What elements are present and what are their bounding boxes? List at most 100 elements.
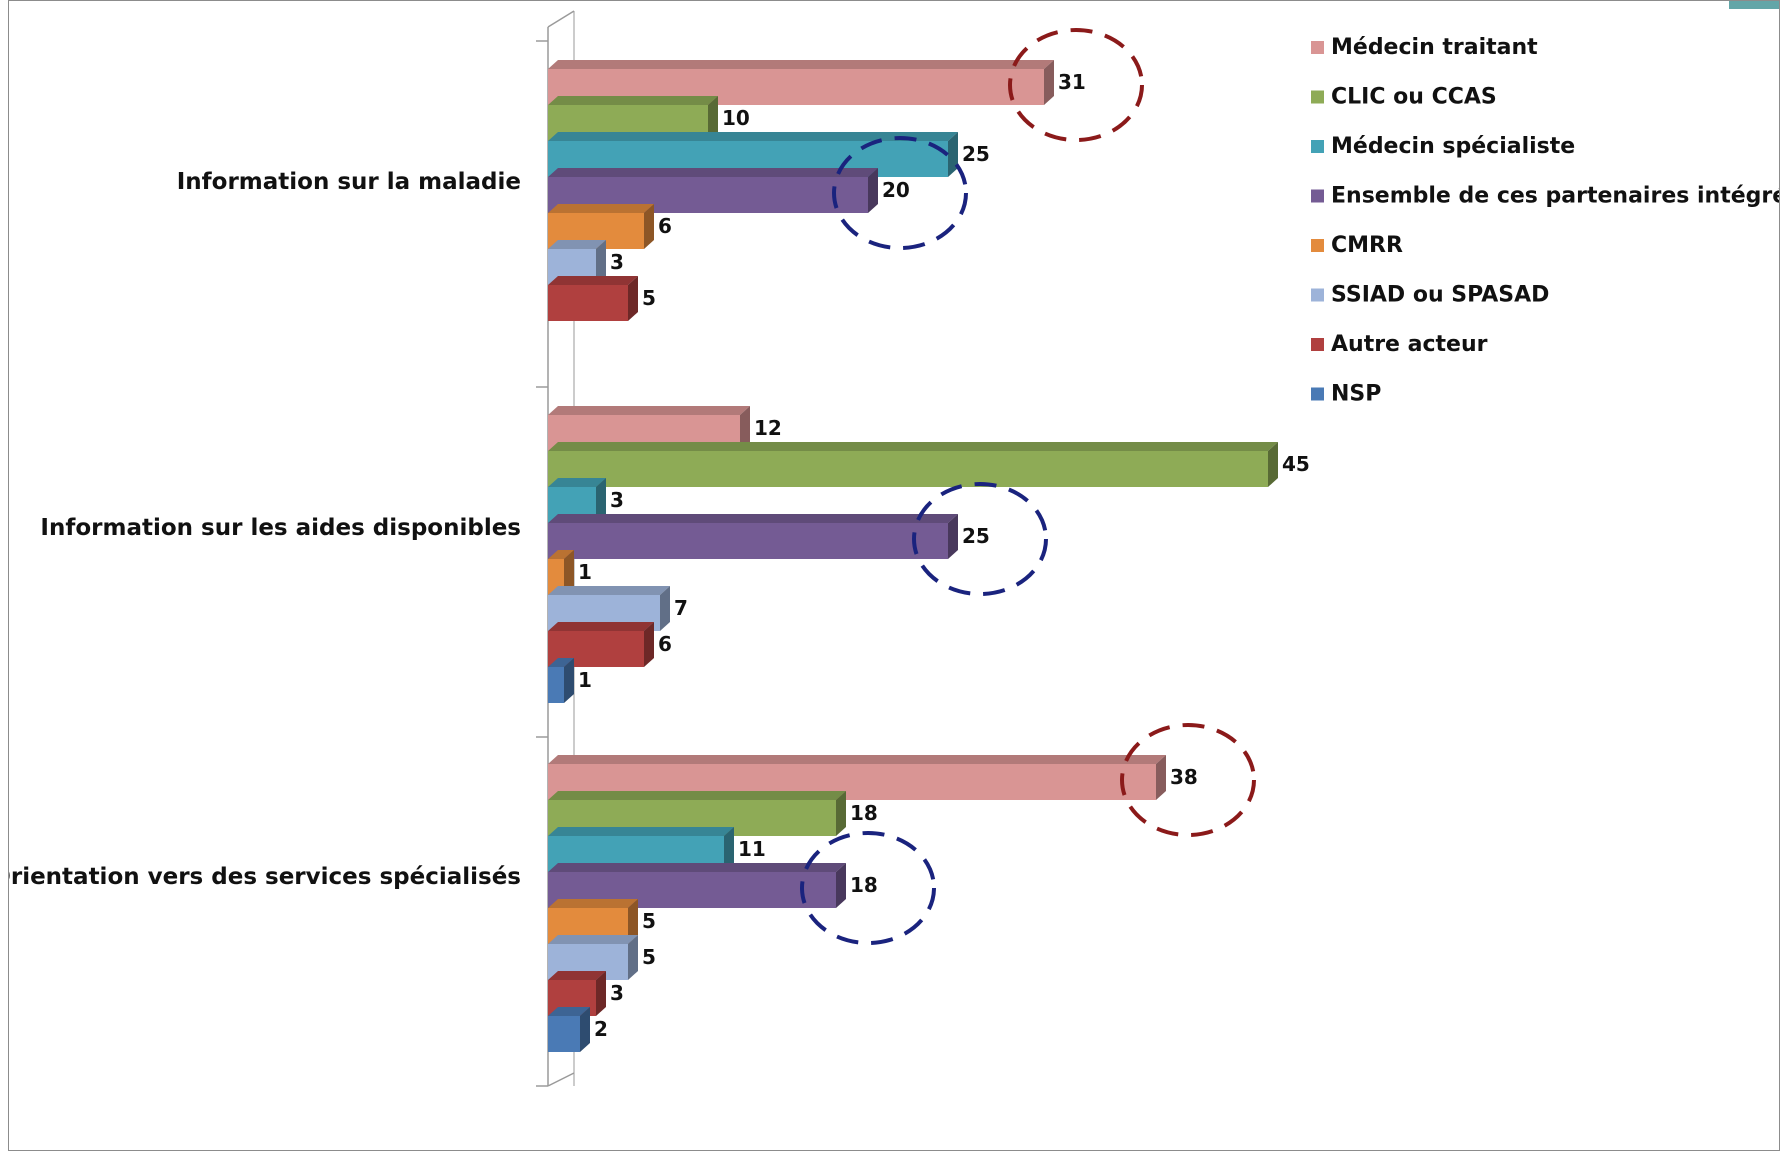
window-corner-tab [1729, 1, 1779, 9]
data-label: 10 [722, 106, 750, 130]
bar-top-face [548, 863, 846, 872]
dashed-circle-annotation [800, 831, 936, 945]
category-label: Information sur la maladie [177, 169, 521, 195]
bar-top-face [548, 240, 606, 249]
bar-side-face [628, 935, 638, 980]
bar-top-face [548, 478, 606, 487]
bar-side-face [580, 1007, 590, 1052]
bar-side-face [628, 276, 638, 321]
data-label: 18 [850, 873, 878, 897]
bar-top-face [548, 755, 1166, 764]
legend-label: Ensemble de ces partenaires intégrés [1331, 184, 1779, 209]
dashed-circle-annotation [1008, 28, 1144, 142]
data-label: 25 [962, 524, 990, 548]
bar-top-face [548, 514, 958, 523]
legend-swatch [1311, 189, 1324, 203]
bar-side-face [740, 406, 750, 451]
bar-top-face [548, 442, 1278, 451]
bar [548, 667, 564, 703]
chart-annotations [800, 28, 1256, 945]
data-label: 5 [642, 945, 656, 969]
legend-swatch [1311, 140, 1324, 153]
data-label: 1 [578, 668, 592, 692]
bar-top-face [548, 586, 670, 595]
data-label: 3 [610, 250, 624, 274]
bar-side-face [1268, 442, 1278, 487]
axis-bottom-edge [547, 1072, 575, 1087]
legend-label: Autre acteur [1331, 332, 1488, 357]
data-label: 31 [1058, 70, 1086, 94]
bar-side-face [596, 240, 606, 285]
bar-top-face [548, 935, 638, 944]
data-label: 2 [594, 1017, 608, 1041]
bar-top-face [548, 899, 638, 908]
bar-side-face [564, 658, 574, 703]
data-label: 25 [962, 142, 990, 166]
bar-side-face [564, 550, 574, 595]
data-label: 5 [642, 286, 656, 310]
bar-side-face [836, 791, 846, 836]
chart-category-labels: Information sur la maladie Information su… [0, 169, 521, 890]
bar-side-face [644, 204, 654, 249]
legend-label: CLIC ou CCAS [1331, 85, 1497, 110]
chart-legend: Médecin traitant CLIC ou CCAS Médecin spéc… [1311, 35, 1781, 407]
data-label: 3 [610, 981, 624, 1005]
bar-top-face [548, 132, 958, 141]
data-label: 11 [738, 837, 766, 861]
bar [548, 285, 628, 321]
legend-label: NSP [1331, 382, 1381, 407]
bar [548, 451, 1268, 487]
bar-top-face [548, 168, 878, 177]
bar-top-face [548, 550, 574, 559]
legend-label: Médecin traitant [1331, 35, 1538, 60]
axis-top-edge [547, 10, 575, 28]
bar-top-face [548, 1007, 590, 1016]
data-label: 18 [850, 801, 878, 825]
dashed-circle-annotation [912, 482, 1048, 596]
legend-label: Médecin spécialiste [1331, 134, 1575, 159]
bar-top-face [548, 791, 846, 800]
data-label: 7 [674, 596, 688, 620]
bar-side-face [868, 168, 878, 213]
bar-top-face [548, 276, 638, 285]
bar-side-face [596, 971, 606, 1016]
bar-side-face [644, 622, 654, 667]
legend-swatch [1311, 239, 1324, 252]
bar-top-face [548, 204, 654, 213]
data-label: 3 [610, 488, 624, 512]
bar-top-face [548, 622, 654, 631]
data-label: 6 [658, 632, 672, 656]
data-label: 1 [578, 560, 592, 584]
bar-top-face [548, 96, 718, 105]
bar-top-face [548, 60, 1054, 69]
data-label: 20 [882, 178, 910, 202]
chart-bars [548, 60, 1278, 1052]
dashed-circle-annotation [1120, 723, 1256, 837]
bar-side-face [1156, 755, 1166, 800]
data-label: 6 [658, 214, 672, 238]
legend-swatch [1311, 288, 1324, 302]
bar [548, 1016, 580, 1052]
bar-top-face [548, 827, 734, 836]
bar-side-face [660, 586, 670, 631]
bar-side-face [836, 863, 846, 908]
legend-swatch [1311, 41, 1324, 54]
legend-swatch [1311, 90, 1324, 104]
bar-top-face [548, 406, 750, 415]
data-label: 45 [1282, 452, 1310, 476]
bar-side-face [708, 96, 718, 141]
data-label: 38 [1170, 765, 1198, 789]
bar-side-face [596, 478, 606, 523]
bar-side-face [1044, 60, 1054, 105]
legend-label: SSIAD ou SPASAD [1331, 283, 1549, 308]
data-label: 12 [754, 416, 782, 440]
legend-label: CMRR [1331, 233, 1403, 258]
bar-side-face [948, 514, 958, 559]
bar-side-face [724, 827, 734, 872]
bar-top-face [548, 971, 606, 980]
bar-side-face [628, 899, 638, 944]
category-label: Orientation vers des services spécialisé… [9, 864, 521, 890]
